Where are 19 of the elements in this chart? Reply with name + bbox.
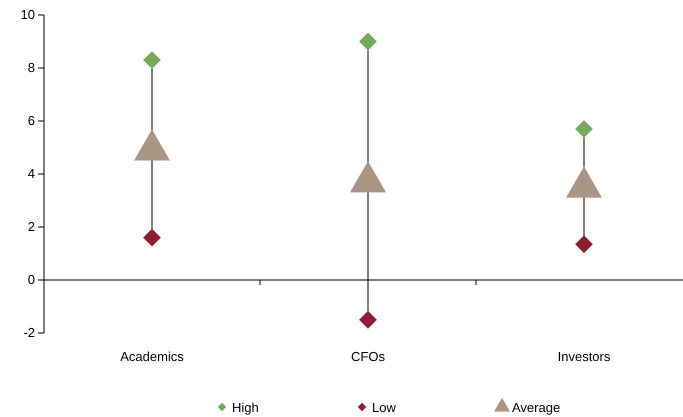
legend-label: Low: [372, 400, 396, 415]
y-tick-label: 10: [20, 7, 35, 22]
point: [359, 310, 377, 329]
legend-label: High: [232, 400, 259, 415]
x-tick-label: Investors: [558, 349, 611, 364]
point: [143, 51, 161, 69]
legend-label: Average: [512, 400, 560, 415]
point: [359, 32, 377, 50]
x-tick-label: CFOs: [351, 349, 386, 364]
y-tick-label: 0: [28, 272, 35, 288]
point: [575, 235, 593, 254]
point: [575, 120, 593, 138]
y-tick-label: 4: [28, 166, 35, 182]
y-tick-label: 8: [28, 60, 35, 76]
y-tick-label: 2: [28, 219, 35, 234]
y-tick-label: -2: [23, 325, 35, 340]
point: [143, 228, 161, 246]
x-tick-label: Academics: [120, 349, 184, 364]
y-tick-label: 6: [28, 113, 35, 128]
